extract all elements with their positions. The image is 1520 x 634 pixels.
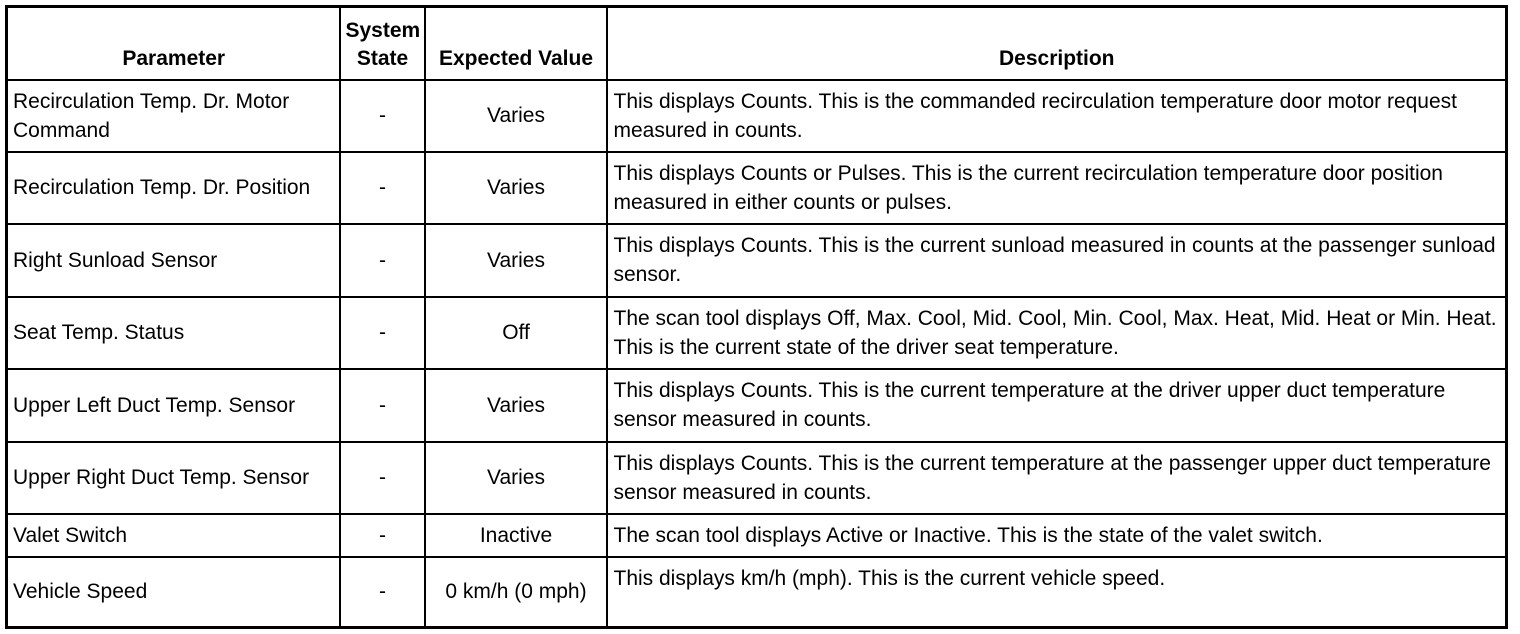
parameter-table: Parameter System State Expected Value De… <box>5 5 1508 629</box>
expected-value-cell: 0 km/h (0 mph) <box>423 555 608 629</box>
parameter-cell: Recirculation Temp. Dr. Position <box>5 150 341 225</box>
description-cell: This displays km/h (mph). This is the cu… <box>605 555 1508 629</box>
system-state-cell: - <box>338 440 426 515</box>
description-cell: This displays Counts. This is the curren… <box>605 440 1508 515</box>
parameter-cell: Seat Temp. Status <box>5 295 341 370</box>
expected-value-cell: Off <box>423 295 608 370</box>
table-row: Valet Switch - Inactive The scan tool displ… <box>5 512 1508 558</box>
description-cell: The scan tool displays Active or Inactiv… <box>605 512 1508 558</box>
header-system-state: System State <box>338 5 426 81</box>
expected-value-cell: Varies <box>423 78 608 153</box>
header-expected-value: Expected Value <box>423 5 608 81</box>
description-cell: This displays Counts or Pulses. This is … <box>605 150 1508 225</box>
parameter-cell: Recirculation Temp. Dr. Motor Command <box>5 78 341 153</box>
expected-value-cell: Varies <box>423 367 608 443</box>
expected-value-cell: Varies <box>423 222 608 298</box>
table-row: Right Sunload Sensor - Varies This displays… <box>5 222 1508 298</box>
table-row: Recirculation Temp. Dr. Position - Varies T… <box>5 150 1508 225</box>
parameter-cell: Valet Switch <box>5 512 341 558</box>
description-cell: This displays Counts. This is the curren… <box>605 222 1508 298</box>
expected-value-cell: Inactive <box>423 512 608 558</box>
table-row: Seat Temp. Status - Off The scan tool displ… <box>5 295 1508 370</box>
description-cell: This displays Counts. This is the comman… <box>605 78 1508 153</box>
table-row: Recirculation Temp. Dr. Motor Command - Va… <box>5 78 1508 153</box>
system-state-cell: - <box>338 512 426 558</box>
description-cell: This displays Counts. This is the curren… <box>605 367 1508 443</box>
system-state-cell: - <box>338 555 426 629</box>
table-row: Upper Right Duct Temp. Sensor - Varies This… <box>5 440 1508 515</box>
system-state-cell: - <box>338 295 426 370</box>
table-row: Upper Left Duct Temp. Sensor - Varies This … <box>5 367 1508 443</box>
header-parameter: Parameter <box>5 5 341 81</box>
table-row: Vehicle Speed -0 km/h (0 mph) This display… <box>5 555 1508 629</box>
system-state-cell: - <box>338 78 426 153</box>
system-state-cell: - <box>338 150 426 225</box>
header-row: Parameter System State Expected Value De… <box>5 5 1508 81</box>
description-cell: The scan tool displays Off, Max. Cool, M… <box>605 295 1508 370</box>
parameter-cell: Upper Left Duct Temp. Sensor <box>5 367 341 443</box>
header-description: Description <box>605 5 1508 81</box>
parameter-cell: Upper Right Duct Temp. Sensor <box>5 440 341 515</box>
parameter-cell: Right Sunload Sensor <box>5 222 341 298</box>
expected-value-cell: Varies <box>423 150 608 225</box>
parameter-cell: Vehicle Speed <box>5 555 341 629</box>
system-state-cell: - <box>338 222 426 298</box>
expected-value-cell: Varies <box>423 440 608 515</box>
system-state-cell: - <box>338 367 426 443</box>
